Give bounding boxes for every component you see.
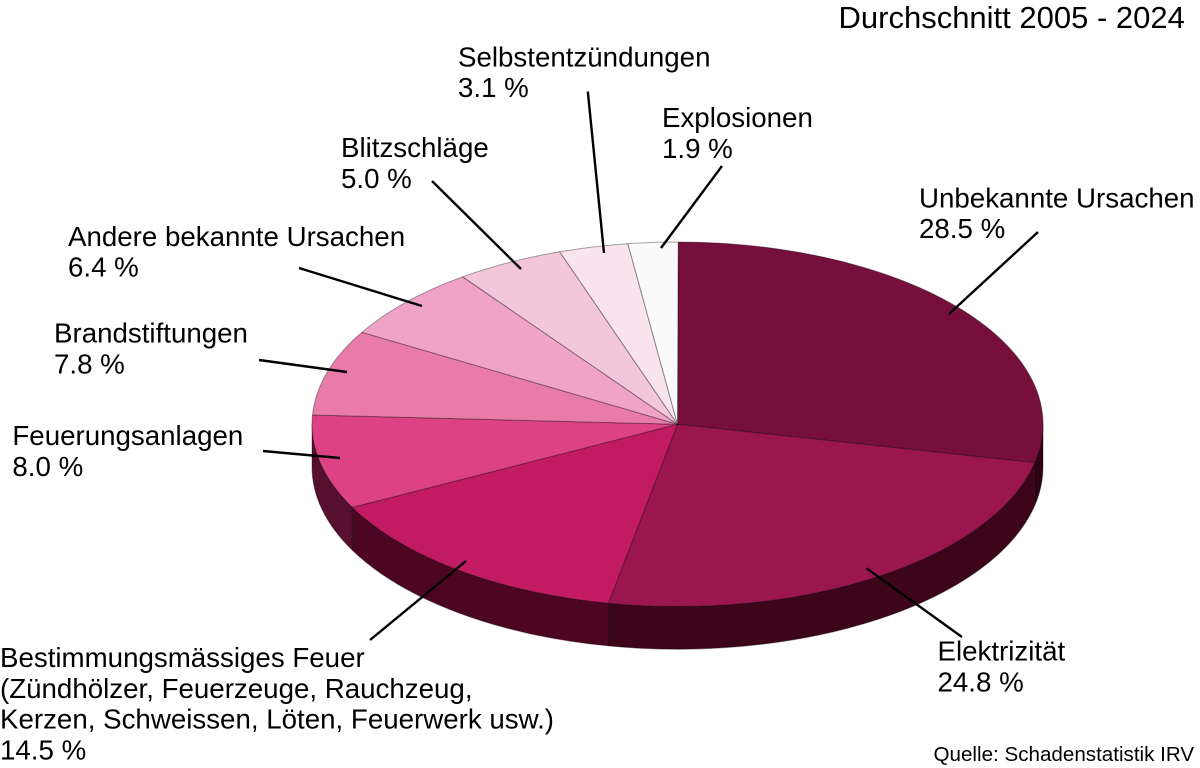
svg-text:Durchschnitt 2005 - 2024: Durchschnitt 2005 - 2024 bbox=[839, 0, 1185, 35]
svg-text:3.1 %: 3.1 % bbox=[458, 72, 529, 103]
svg-text:(Zündhölzer, Feuerzeuge, Rauch: (Zündhölzer, Feuerzeuge, Rauchzeug, bbox=[0, 673, 473, 704]
svg-text:Brandstiftungen: Brandstiftungen bbox=[54, 318, 248, 349]
svg-text:Explosionen: Explosionen bbox=[662, 102, 813, 133]
svg-text:24.8 %: 24.8 % bbox=[938, 666, 1024, 697]
svg-text:Quelle: Schadenstatistik IRV: Quelle: Schadenstatistik IRV bbox=[934, 743, 1195, 766]
svg-text:8.0 %: 8.0 % bbox=[12, 451, 83, 482]
svg-text:Feuerungsanlagen: Feuerungsanlagen bbox=[12, 420, 243, 451]
svg-text:Andere bekannte Ursachen: Andere bekannte Ursachen bbox=[68, 221, 405, 252]
svg-text:6.4 %: 6.4 % bbox=[68, 252, 139, 283]
svg-text:14.5 %: 14.5 % bbox=[0, 735, 86, 766]
svg-text:1.9 %: 1.9 % bbox=[662, 133, 733, 164]
svg-text:Selbstentzündungen: Selbstentzündungen bbox=[458, 41, 710, 72]
svg-text:28.5 %: 28.5 % bbox=[919, 213, 1005, 244]
svg-text:Blitzschläge: Blitzschläge bbox=[341, 132, 489, 163]
svg-text:Bestimmungsmässiges Feuer: Bestimmungsmässiges Feuer bbox=[0, 642, 365, 673]
svg-text:Elektrizität: Elektrizität bbox=[938, 636, 1066, 667]
svg-text:Unbekannte Ursachen: Unbekannte Ursachen bbox=[919, 182, 1195, 213]
svg-text:5.0 %: 5.0 % bbox=[341, 163, 412, 194]
svg-text:7.8 %: 7.8 % bbox=[54, 348, 125, 379]
svg-text:Kerzen, Schweissen, Löten, Feu: Kerzen, Schweissen, Löten, Feuerwerk usw… bbox=[0, 704, 554, 735]
